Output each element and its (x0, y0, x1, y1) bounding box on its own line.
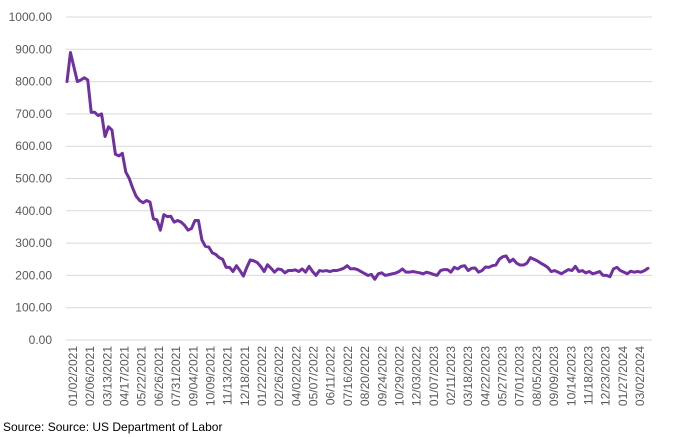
x-tick-label: 10/29/2022 (392, 346, 406, 406)
x-tick-label: 05/07/2022 (307, 346, 321, 406)
gridlines (66, 16, 652, 341)
x-tick-label: 08/20/2022 (358, 346, 372, 406)
x-tick-label: 07/01/2023 (513, 346, 527, 406)
y-tick-label: 600.00 (15, 139, 52, 153)
x-tick-label: 07/16/2022 (341, 346, 355, 406)
x-tick-label: 01/27/2024 (616, 346, 630, 406)
x-tick-label: 01/22/2022 (255, 346, 269, 406)
x-tick-label: 03/18/2023 (461, 346, 475, 406)
y-tick-label: 1000.00 (9, 10, 53, 24)
series-line-0 (65, 51, 650, 281)
x-tick-label: 03/13/2021 (100, 346, 114, 406)
y-tick-label: 500.00 (15, 172, 52, 186)
x-tick-label: 10/14/2023 (564, 346, 578, 406)
y-tick-label: 700.00 (15, 107, 52, 121)
x-tick-label: 05/22/2021 (135, 346, 149, 406)
x-tick-label: 05/27/2023 (496, 346, 510, 406)
x-tick-label: 11/13/2021 (221, 346, 235, 405)
y-tick-label: 200.00 (15, 268, 52, 282)
x-tick-label: 08/05/2023 (530, 346, 544, 406)
x-tick-label: 10/09/2021 (203, 346, 217, 406)
x-tick-label: 04/02/2022 (289, 346, 303, 406)
x-tick-label: 02/26/2022 (272, 346, 286, 406)
series-layer (65, 51, 650, 281)
y-tick-label: 900.00 (15, 42, 52, 56)
x-tick-label: 01/07/2023 (427, 346, 441, 406)
x-tick-label: 03/02/2024 (633, 346, 647, 406)
x-tick-label: 06/11/2022 (324, 346, 338, 405)
source-note: Source: Source: US Department of Labor (3, 420, 223, 434)
x-tick-label: 09/24/2022 (375, 346, 389, 406)
x-tick-label: 04/17/2021 (118, 346, 132, 406)
y-tick-label: 100.00 (15, 301, 52, 315)
x-tick-label: 12/23/2023 (599, 346, 613, 406)
x-tick-label: 09/04/2021 (186, 346, 200, 406)
x-tick-label: 12/18/2021 (238, 346, 252, 406)
x-tick-label: 02/06/2021 (83, 346, 97, 406)
y-tick-label: 0.00 (29, 333, 53, 347)
y-tick-label: 400.00 (15, 204, 52, 218)
x-tick-label: 12/03/2022 (410, 346, 424, 406)
y-axis-tick-labels: 0.00 100.00 200.00 300.00 400.00 500.00 600.00… (9, 10, 53, 347)
x-tick-label: 04/22/2023 (478, 346, 492, 406)
x-tick-label: 01/02/2021 (66, 346, 80, 406)
x-tick-label: 07/31/2021 (169, 346, 183, 406)
x-tick-label: 09/09/2023 (547, 346, 561, 406)
x-tick-label: 11/18/2023 (581, 346, 595, 405)
x-tick-label: 02/11/2023 (444, 346, 458, 405)
y-tick-label: 300.00 (15, 236, 52, 250)
y-tick-label: 800.00 (15, 75, 52, 89)
x-tick-label: 06/26/2021 (152, 346, 166, 406)
x-axis-tick-labels: 01/02/2021 02/06/2021 03/13/2021 04/17/2021… (66, 346, 647, 406)
